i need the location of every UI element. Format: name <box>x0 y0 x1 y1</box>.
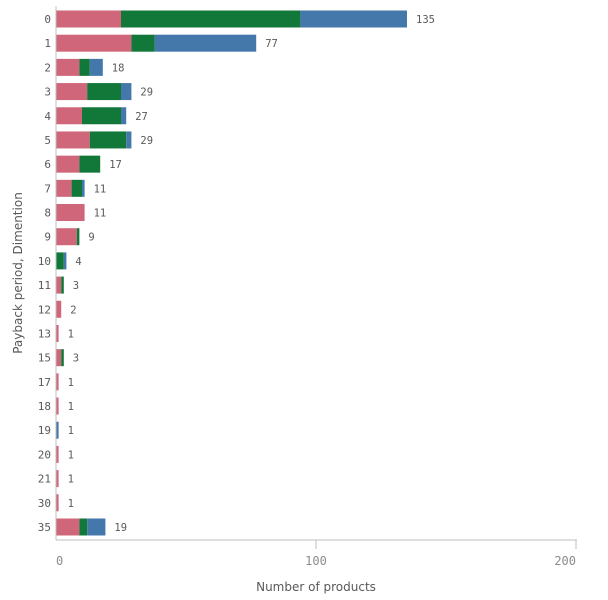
bar-segment-series-1[interactable] <box>56 228 77 246</box>
category-label: 19 <box>38 424 51 437</box>
bar-total-label: 1 <box>68 474 74 486</box>
category-label: 21 <box>38 473 51 486</box>
bar-total-label: 1 <box>68 425 74 437</box>
category-label: 1 <box>44 37 51 50</box>
bar-segment-series-1[interactable] <box>56 10 121 28</box>
bar-segment-series-2[interactable] <box>121 10 301 28</box>
x-axis-title: Number of products <box>256 580 376 594</box>
category-label: 13 <box>38 327 51 340</box>
bar-total-label: 1 <box>68 498 74 510</box>
bar-segment-series-1[interactable] <box>56 179 72 197</box>
bar-segment-series-1[interactable] <box>56 107 82 125</box>
bar-segment-series-1[interactable] <box>56 349 62 367</box>
category-label: 0 <box>44 13 51 26</box>
bar-total-label: 11 <box>94 183 107 195</box>
bar-segment-series-1[interactable] <box>56 494 59 512</box>
x-tick-label: 100 <box>305 554 327 568</box>
category-label: 15 <box>38 352 51 365</box>
bar-segment-series-2[interactable] <box>79 155 101 173</box>
bar-segment-series-2[interactable] <box>61 276 64 294</box>
bar-segment-series-1[interactable] <box>56 518 80 536</box>
bar-total-label: 1 <box>68 377 74 389</box>
bar-total-label: 1 <box>68 401 74 413</box>
bar-segment-series-1[interactable] <box>56 131 90 149</box>
bar-segment-series-3[interactable] <box>82 179 85 197</box>
bar-segment-series-2[interactable] <box>131 34 155 52</box>
bar-total-label: 4 <box>75 256 81 268</box>
bar-segment-series-3[interactable] <box>87 518 106 536</box>
bar-segment-series-3[interactable] <box>121 83 132 101</box>
bar-segment-series-1[interactable] <box>56 397 59 415</box>
category-label: 9 <box>44 231 51 244</box>
bar-total-label: 29 <box>140 87 153 99</box>
bar-segment-series-2[interactable] <box>89 131 127 149</box>
category-label: 12 <box>38 303 51 316</box>
category-label: 18 <box>38 400 51 413</box>
bar-segment-series-3[interactable] <box>56 421 59 439</box>
category-label: 11 <box>38 279 51 292</box>
bar-total-label: 9 <box>88 232 94 244</box>
category-label: 3 <box>44 86 51 99</box>
category-label: 10 <box>38 255 51 268</box>
bar-segment-series-1[interactable] <box>56 155 80 173</box>
bar-segment-series-3[interactable] <box>121 107 127 125</box>
bar-segment-series-3[interactable] <box>126 131 132 149</box>
bar-total-label: 2 <box>70 304 76 316</box>
x-tick-label: 0 <box>56 554 63 568</box>
category-label: 20 <box>38 448 51 461</box>
bar-total-label: 18 <box>112 62 125 74</box>
bar-total-label: 11 <box>94 208 107 220</box>
bar-segment-series-1[interactable] <box>56 58 80 76</box>
bar-segment-series-1[interactable] <box>56 373 59 391</box>
bar-segment-series-2[interactable] <box>79 58 90 76</box>
bar-segment-series-2[interactable] <box>71 179 82 197</box>
bar-segment-series-1[interactable] <box>56 324 59 342</box>
category-label: 35 <box>38 521 51 534</box>
category-label: 7 <box>44 182 51 195</box>
category-label: 6 <box>44 158 51 171</box>
bar-segment-series-2[interactable] <box>79 518 88 536</box>
x-tick-label: 200 <box>554 554 576 568</box>
category-label: 4 <box>44 110 51 123</box>
bar-segment-series-1[interactable] <box>56 204 85 222</box>
bar-segment-series-1[interactable] <box>56 34 132 52</box>
bar-total-label: 27 <box>135 111 148 123</box>
y-axis-title: Payback period, Dimention <box>11 192 25 354</box>
bar-segment-series-3[interactable] <box>63 252 67 270</box>
category-label: 5 <box>44 134 51 147</box>
bar-total-label: 135 <box>416 14 435 26</box>
bar-segment-series-1[interactable] <box>56 300 62 318</box>
bar-segment-series-2[interactable] <box>76 228 80 246</box>
bar-segment-series-3[interactable] <box>300 10 407 28</box>
bar-total-label: 1 <box>68 449 74 461</box>
bar-total-label: 3 <box>73 353 79 365</box>
bar-total-label: 1 <box>68 328 74 340</box>
category-label: 8 <box>44 207 51 220</box>
bar-total-label: 29 <box>140 135 153 147</box>
category-label: 17 <box>38 376 51 389</box>
category-label: 2 <box>44 61 51 74</box>
bar-total-label: 77 <box>265 38 278 50</box>
bar-segment-series-1[interactable] <box>56 445 59 463</box>
x-axis-ticks: 0 100 200 <box>56 540 577 568</box>
bar-segment-series-2[interactable] <box>87 83 121 101</box>
bar-segment-series-2[interactable] <box>56 252 64 270</box>
bar-segment-series-2[interactable] <box>82 107 121 125</box>
bar-segment-series-1[interactable] <box>56 83 88 101</box>
bar-segment-series-1[interactable] <box>56 276 62 294</box>
bar-total-label: 3 <box>73 280 79 292</box>
bar-total-label: 19 <box>114 522 127 534</box>
bar-total-label: 17 <box>109 159 122 171</box>
bar-segment-series-1[interactable] <box>56 470 59 488</box>
bar-segment-series-3[interactable] <box>154 34 257 52</box>
bar-segment-series-3[interactable] <box>89 58 103 76</box>
bar-segment-series-2[interactable] <box>61 349 64 367</box>
category-label: 30 <box>38 497 51 510</box>
